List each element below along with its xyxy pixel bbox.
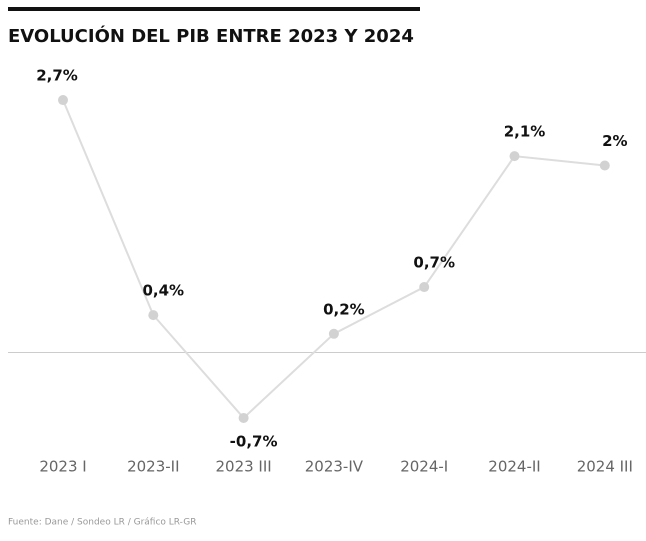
data-label: 2,7% bbox=[36, 67, 78, 85]
point bbox=[328, 328, 339, 339]
x-tick-label: 2024-II bbox=[488, 458, 540, 476]
point bbox=[509, 151, 520, 162]
point bbox=[599, 160, 610, 171]
x-tick-label: 2023 III bbox=[215, 458, 271, 476]
chart-title: EVOLUCIÓN DEL PIB ENTRE 2023 Y 2024 bbox=[8, 25, 414, 47]
point bbox=[58, 95, 68, 106]
data-label: 2% bbox=[602, 132, 627, 150]
data-label: -0,7% bbox=[230, 432, 278, 450]
x-tick-label: 2023 I bbox=[39, 458, 86, 476]
data-label: 0,4% bbox=[142, 282, 184, 300]
x-tick-label: 2023-IV bbox=[305, 458, 364, 476]
x-tick-label: 2024 III bbox=[577, 458, 633, 476]
source: Fuente: Dane / Sondeo LR / Gráfico LR-GR bbox=[8, 518, 196, 528]
data-label: 0,2% bbox=[323, 300, 365, 318]
data-label: 0,7% bbox=[413, 254, 455, 272]
point bbox=[419, 282, 430, 293]
point bbox=[238, 412, 249, 423]
x-tick-label: 2024-I bbox=[400, 458, 448, 476]
data-label: 2,1% bbox=[504, 123, 546, 141]
point bbox=[148, 310, 159, 321]
title-bar bbox=[8, 7, 420, 11]
x-tick-label: 2023-II bbox=[127, 458, 179, 476]
line bbox=[62, 99, 605, 420]
